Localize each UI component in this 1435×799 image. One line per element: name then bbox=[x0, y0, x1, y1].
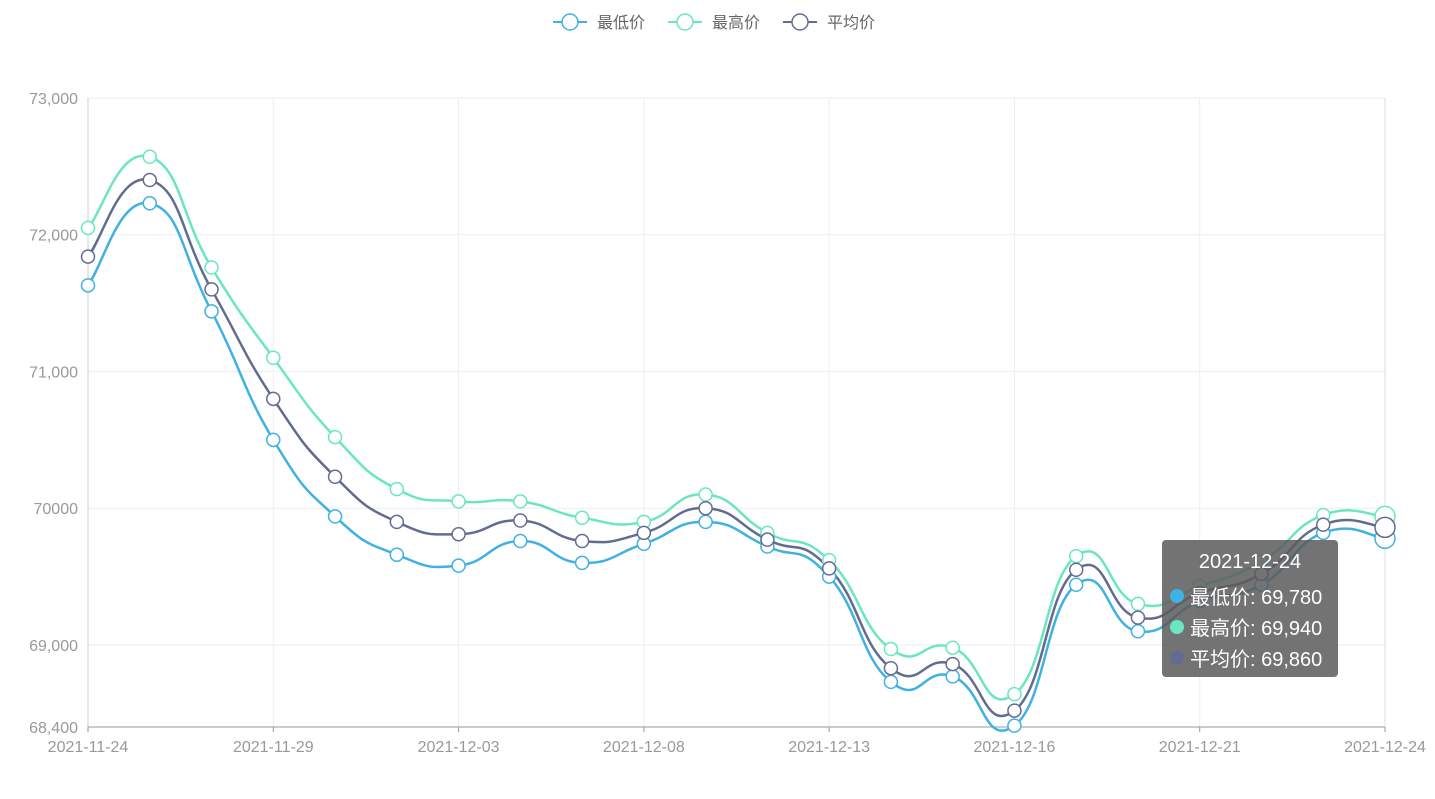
legend-marker bbox=[561, 13, 579, 31]
tooltip-row-avg: 平均价: 69,860 bbox=[1170, 642, 1338, 673]
data-point bbox=[327, 509, 343, 524]
data-point bbox=[80, 249, 96, 264]
x-tick-label: 2021-12-21 bbox=[1159, 739, 1241, 756]
tooltip-label-max: 最高价: 69,940 bbox=[1190, 618, 1323, 640]
data-point bbox=[513, 533, 528, 549]
data-point bbox=[204, 282, 219, 297]
legend[interactable]: 最低价 最高价 平均价 bbox=[553, 13, 875, 32]
data-point bbox=[327, 469, 343, 485]
y-tick-label: 68,400 bbox=[29, 720, 78, 737]
data-point bbox=[1007, 703, 1022, 718]
y-tick-label: 71,000 bbox=[29, 364, 78, 381]
series-points bbox=[80, 149, 1396, 733]
data-point bbox=[821, 561, 837, 576]
data-point bbox=[636, 525, 652, 541]
data-point bbox=[389, 547, 405, 562]
x-tick-label: 2021-12-13 bbox=[788, 739, 870, 756]
axes bbox=[87, 98, 1386, 732]
data-point bbox=[142, 196, 158, 211]
y-tick-label: 73,000 bbox=[29, 91, 78, 108]
legend-item-1[interactable]: 最高价 bbox=[668, 13, 760, 32]
data-point bbox=[760, 532, 775, 547]
tick-labels: 68,400 69,000 70000 71,000 72,000 73,000 2021-… bbox=[29, 91, 1426, 756]
x-tick-label: 2021-12-16 bbox=[974, 739, 1056, 756]
legend-label: 最低价 bbox=[597, 14, 645, 32]
data-point bbox=[1374, 516, 1396, 539]
tooltip-dot-min bbox=[1170, 588, 1184, 603]
data-point bbox=[451, 526, 466, 542]
data-point bbox=[698, 500, 713, 516]
data-point bbox=[698, 514, 713, 530]
data-point bbox=[574, 555, 590, 571]
legend-label: 平均价 bbox=[827, 14, 875, 32]
data-point bbox=[204, 260, 219, 275]
y-tick-label: 72,000 bbox=[29, 228, 78, 245]
data-point bbox=[389, 481, 405, 497]
legend-item-0[interactable]: 最低价 bbox=[553, 13, 645, 32]
tooltip-label-min: 最低价: 69,780 bbox=[1190, 587, 1323, 609]
data-point bbox=[945, 640, 960, 655]
data-point bbox=[574, 510, 590, 526]
data-point bbox=[945, 669, 960, 684]
x-tick-label: 2021-11-24 bbox=[48, 739, 129, 756]
data-point bbox=[266, 350, 281, 366]
data-point bbox=[142, 149, 158, 165]
data-point bbox=[883, 660, 899, 676]
tooltip: 2021-12-24 最低价: 69,780 最高价: 69,940 平均价: … bbox=[1162, 540, 1338, 677]
tooltip-dot-max bbox=[1170, 619, 1184, 634]
data-point bbox=[266, 391, 281, 407]
data-point bbox=[945, 656, 960, 672]
x-tick-label: 2021-11-29 bbox=[233, 739, 314, 756]
data-point bbox=[1068, 548, 1084, 564]
legend-item-2[interactable]: 平均价 bbox=[783, 13, 875, 32]
legend-marker bbox=[676, 13, 694, 31]
data-point bbox=[513, 513, 528, 528]
data-point bbox=[513, 494, 528, 509]
data-point bbox=[204, 304, 219, 319]
tooltip-row-max: 最高价: 69,940 bbox=[1170, 611, 1338, 642]
data-point bbox=[1007, 686, 1022, 702]
x-tick-label: 2021-12-24 bbox=[1344, 739, 1426, 756]
data-point bbox=[142, 172, 158, 188]
tooltip-dot-avg bbox=[1170, 650, 1184, 665]
tooltip-label-avg: 平均价: 69,860 bbox=[1190, 649, 1323, 671]
data-point bbox=[574, 533, 590, 549]
legend-marker bbox=[791, 13, 809, 31]
data-point bbox=[1007, 718, 1022, 733]
data-point bbox=[80, 278, 96, 293]
data-point bbox=[883, 641, 899, 657]
data-point bbox=[1068, 577, 1084, 593]
data-point bbox=[1130, 596, 1146, 612]
x-tick-label: 2021-12-03 bbox=[418, 739, 500, 756]
data-point bbox=[698, 487, 713, 502]
x-tick-label: 2021-12-08 bbox=[603, 739, 685, 756]
y-tick-label: 70000 bbox=[34, 501, 79, 518]
data-point bbox=[389, 514, 405, 530]
data-point bbox=[80, 220, 96, 236]
data-point bbox=[1315, 517, 1331, 532]
data-point bbox=[1068, 562, 1084, 577]
data-point bbox=[327, 429, 343, 445]
data-point bbox=[1130, 610, 1146, 625]
data-point bbox=[883, 674, 899, 690]
legend-label: 最高价 bbox=[712, 14, 760, 32]
tooltip-row-min: 最低价: 69,780 bbox=[1170, 580, 1338, 611]
y-tick-label: 69,000 bbox=[29, 638, 78, 655]
data-point bbox=[451, 558, 466, 573]
tooltip-title: 2021-12-24 bbox=[1198, 551, 1302, 573]
data-point bbox=[266, 432, 281, 448]
data-point bbox=[451, 494, 466, 509]
data-point bbox=[1130, 624, 1146, 639]
